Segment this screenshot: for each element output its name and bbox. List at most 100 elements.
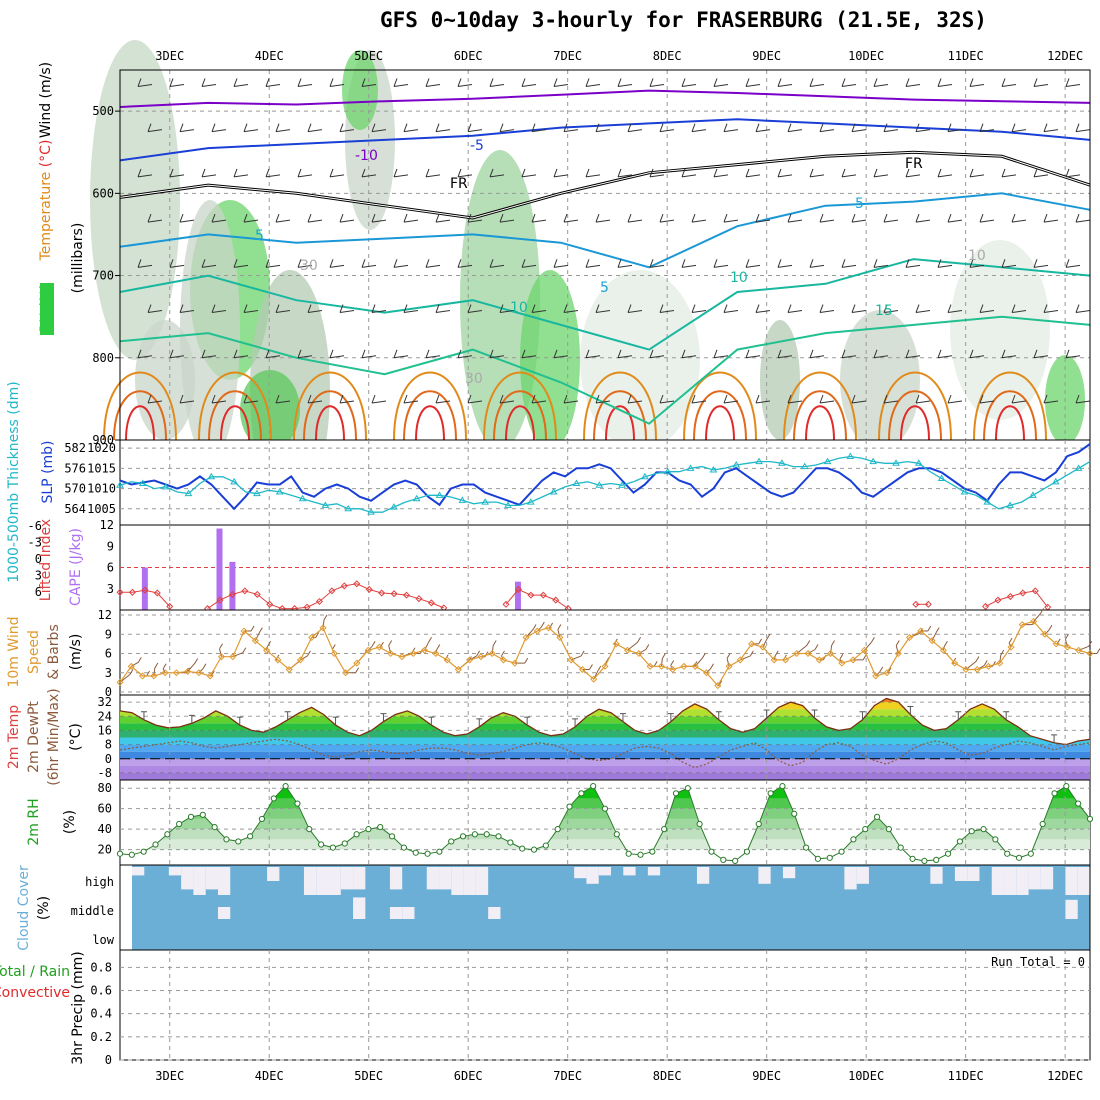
lifted-index-marker xyxy=(303,603,311,611)
cloud-high-clear xyxy=(451,867,464,895)
date-label-top: 6DEC xyxy=(454,49,483,63)
cloud-high-clear xyxy=(340,867,354,890)
cape-bar xyxy=(141,567,148,610)
below-zero-band xyxy=(120,758,1090,780)
rh-marker xyxy=(732,857,739,865)
axis-label-lifted-index: Lifted Index xyxy=(38,519,54,601)
wind-barb xyxy=(777,259,793,268)
wind-speed-marker xyxy=(499,656,508,664)
wind-speed-marker xyxy=(364,646,372,654)
wind-speed-marker xyxy=(996,659,1004,667)
wind-speed-marker xyxy=(172,669,180,677)
wind-barb xyxy=(937,259,953,268)
axis-label-precip: 3hr Precip (mm) xyxy=(70,951,86,1064)
wind-barb xyxy=(851,304,867,314)
wind-barb xyxy=(1001,78,1017,87)
thickness-tick-label: 570 xyxy=(64,482,86,496)
rh-marker xyxy=(767,790,774,797)
wind-barb xyxy=(297,259,313,268)
wind-barb xyxy=(339,394,355,404)
thickness-marker xyxy=(253,489,261,497)
wind-barb xyxy=(1043,304,1059,314)
wind-barb xyxy=(297,349,313,359)
wind-barb xyxy=(211,304,227,314)
wind-barb xyxy=(275,123,291,133)
wind-speed-marker xyxy=(1041,630,1049,638)
wind-barb xyxy=(762,633,771,648)
rh-marker xyxy=(791,810,798,817)
rh-shading-12 xyxy=(950,240,1050,420)
wind-barb xyxy=(275,394,291,404)
rh-marker xyxy=(116,850,124,857)
wind-barb xyxy=(361,349,377,359)
wind-barb xyxy=(361,259,377,268)
thickness-marker xyxy=(641,472,649,480)
lifted-index-marker xyxy=(982,602,990,610)
axis-label-wind-units: (m/s) xyxy=(68,634,84,671)
wind-barb xyxy=(137,78,153,87)
lifted-index-marker xyxy=(539,591,547,599)
dewpoint-line xyxy=(119,738,1091,769)
lifted-index-marker xyxy=(502,600,510,608)
warm-isotherm-9-2 xyxy=(995,405,1025,441)
lifted-index-marker xyxy=(228,590,236,598)
warm-isotherm-2-2 xyxy=(315,405,345,441)
wind-barb xyxy=(659,394,675,404)
date-label-top: 7DEC xyxy=(553,49,582,63)
thickness-marker xyxy=(230,477,239,485)
wind-barb xyxy=(339,213,355,223)
wind-speed-marker xyxy=(251,637,259,645)
rh-marker xyxy=(282,783,289,790)
wind-barb xyxy=(179,304,195,314)
rh-marker xyxy=(826,854,833,861)
cape-bar xyxy=(229,561,236,610)
rh-marker xyxy=(1051,790,1058,797)
rh-marker xyxy=(1063,783,1070,790)
rh-marker xyxy=(459,833,467,840)
thickness-marker xyxy=(435,491,444,498)
rh-shading-4 xyxy=(460,150,540,450)
wind-speed-marker xyxy=(984,662,993,670)
wind-barb xyxy=(999,649,1005,664)
rh-marker xyxy=(140,848,147,855)
wind-barb xyxy=(1011,304,1027,314)
wind-speed-marker xyxy=(330,649,338,658)
wind-speed-marker xyxy=(905,633,914,641)
wind-barb xyxy=(726,653,731,667)
wind-barb xyxy=(787,304,803,314)
date-label-bottom: 5DEC xyxy=(354,1069,383,1083)
wind-barb xyxy=(201,259,217,268)
max-marker xyxy=(619,713,626,722)
wind-barb xyxy=(219,643,223,657)
wind-barb xyxy=(521,259,537,268)
wind-barb xyxy=(521,349,537,359)
wind-barb xyxy=(979,304,995,314)
warm-isotherm-5-1 xyxy=(593,390,647,441)
wind-speed-marker xyxy=(387,649,395,658)
cape-bar xyxy=(216,528,223,610)
wind-barb xyxy=(563,394,579,404)
wind-barb xyxy=(243,394,259,404)
rh-marker xyxy=(992,836,999,843)
thickness-marker xyxy=(458,496,467,503)
cloud-high-clear xyxy=(623,867,636,876)
wind-barb xyxy=(467,123,483,133)
warm-isotherm-0-1 xyxy=(113,390,167,441)
wind-barb xyxy=(585,349,601,359)
axis-label-2m-dewpt: 2m DewPt xyxy=(26,701,42,773)
wind-speed-marker xyxy=(849,656,857,664)
li-tick-label: 0 xyxy=(35,552,42,566)
temp-tick-label: -8 xyxy=(98,766,112,780)
thickness-marker xyxy=(937,474,946,481)
li-tick-label: -3 xyxy=(28,536,42,550)
wind-barb xyxy=(1044,624,1053,635)
wind-barb xyxy=(723,304,739,314)
rh-marker xyxy=(495,833,502,840)
wind-barb xyxy=(691,394,707,404)
lifted-index-marker xyxy=(527,591,535,599)
lifted-index-marker xyxy=(116,588,124,596)
wind-barb xyxy=(595,123,611,133)
wind-barb xyxy=(915,123,931,133)
wind-barb xyxy=(853,654,867,661)
y-tick-label: 900 xyxy=(92,433,114,447)
